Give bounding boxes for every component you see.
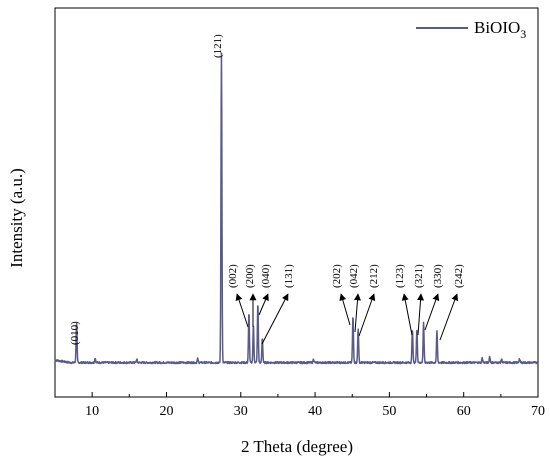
peak-label: (200): [244, 264, 256, 288]
peak-label: (242): [453, 264, 465, 288]
x-axis: 10 20 30 40 50 60 70: [54, 392, 545, 419]
legend: BiOIO3: [416, 18, 526, 41]
peak-arrow: [439, 293, 459, 341]
x-tick-label: 70: [531, 404, 545, 419]
x-tick-label: 60: [457, 404, 471, 419]
peak-arrow: [417, 293, 425, 336]
x-tick-label: 20: [159, 404, 173, 419]
x-tick-label: 10: [85, 404, 99, 419]
peak-label: (321): [413, 264, 425, 288]
peak-label: (002): [227, 264, 239, 288]
plot-frame: [54, 7, 539, 398]
peak-arrow: [261, 293, 289, 345]
series-line: [54, 52, 539, 365]
peak-arrow: [424, 293, 440, 331]
peak-label: (212): [368, 264, 380, 288]
peak-label: (131): [283, 264, 295, 288]
peak-label: (330): [432, 264, 444, 288]
x-tick-label: 30: [234, 404, 248, 419]
peak-label: (121): [212, 34, 224, 58]
peak-arrow: [401, 293, 413, 336]
peak-arrow: [235, 293, 249, 328]
plot-area: [54, 7, 539, 398]
peak-annotations: (010) (121) (002) (200) (040) (131) (202) (042)…: [69, 34, 465, 345]
peak-arrow: [258, 293, 269, 316]
x-axis-label: 2 Theta (degree): [241, 437, 353, 456]
y-axis-label: Intensity (a.u.): [7, 168, 26, 268]
peak-arrow: [339, 293, 351, 326]
x-tick-label: 40: [308, 404, 322, 419]
peak-arrow: [358, 293, 376, 337]
peak-label: (123): [394, 264, 406, 288]
peak-label: (042): [348, 264, 360, 288]
x-tick-label: 50: [382, 404, 396, 419]
legend-label: BiOIO3: [474, 18, 526, 41]
peak-label: (010): [69, 321, 81, 345]
peak-label: (040): [260, 264, 272, 288]
peak-arrow: [354, 293, 361, 333]
peak-label: (202): [331, 264, 343, 288]
